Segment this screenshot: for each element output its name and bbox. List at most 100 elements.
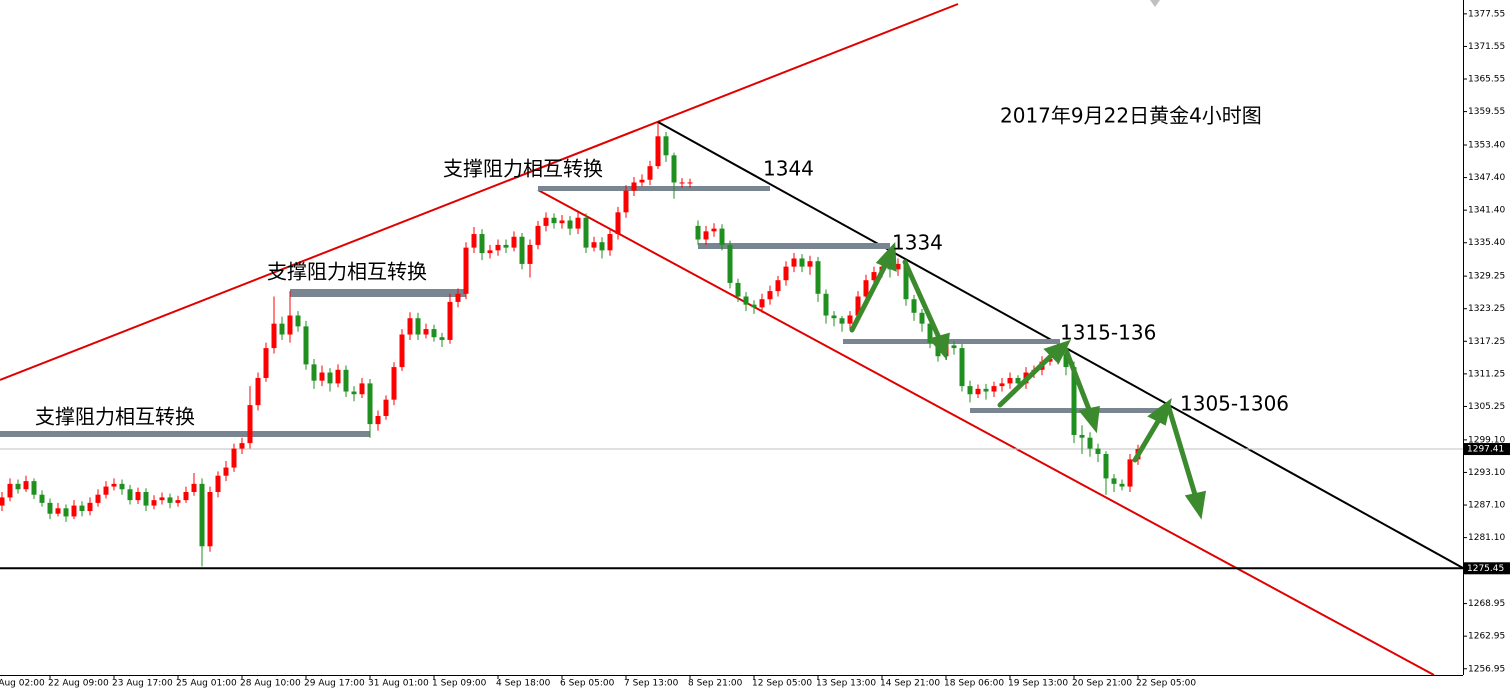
candle-body — [1127, 459, 1133, 487]
candle-body — [423, 329, 429, 335]
candle-body — [711, 228, 717, 232]
candle-body — [759, 299, 765, 308]
x-tick-label: 19 Sep 13:00 — [1008, 679, 1068, 689]
candle-body — [151, 500, 157, 506]
y-tick-label: 1347.40 — [1468, 173, 1505, 183]
candle-body — [103, 486, 109, 495]
candle-body — [655, 136, 661, 167]
candle-body — [1119, 483, 1125, 487]
candle-body — [1063, 353, 1069, 368]
zone — [538, 186, 770, 191]
candle-body — [679, 182, 685, 184]
candle-body — [807, 261, 813, 267]
candle-body — [415, 318, 421, 335]
level-label: 1275.45 — [1467, 564, 1504, 574]
chart-title: 2017年9月22日黄金4小时图 — [1000, 104, 1262, 128]
candle-body — [95, 494, 101, 503]
candle-body — [607, 234, 613, 251]
candle-body — [463, 247, 469, 294]
candle-body — [207, 491, 213, 547]
level-label-box — [1464, 562, 1510, 575]
candle-body — [975, 388, 981, 395]
candle-body — [927, 323, 933, 343]
candle-body — [911, 299, 917, 313]
candle-body — [23, 481, 29, 490]
candle-body — [127, 489, 133, 501]
candle-body — [7, 483, 13, 498]
candle-body — [599, 242, 605, 251]
candle-body — [287, 315, 293, 335]
candle-body — [791, 258, 797, 267]
candle-body — [1071, 367, 1077, 435]
candle-body — [359, 383, 365, 395]
y-tick-label: 1281.10 — [1468, 533, 1505, 543]
candle-body — [1095, 448, 1101, 454]
candle-body — [175, 500, 181, 503]
candle-body — [535, 225, 541, 245]
x-tick-label: 4 Sep 18:00 — [496, 679, 551, 689]
candle-body — [335, 369, 341, 384]
candle-body — [591, 242, 597, 248]
x-tick-label: 25 Aug 01:00 — [176, 679, 237, 689]
candle-body — [551, 217, 557, 224]
x-tick-label: 1 Sep 09:00 — [432, 679, 487, 689]
candle-body — [615, 212, 621, 235]
candle-body — [647, 166, 653, 180]
candle-body — [1079, 434, 1085, 438]
x-tick-label: 28 Aug 10:00 — [240, 679, 301, 689]
candle-body — [31, 481, 37, 495]
candle-body — [839, 318, 845, 324]
zone — [970, 408, 1170, 413]
arrowhead — [928, 332, 950, 360]
annotation: 1305-1306 — [1180, 392, 1289, 416]
current-price-label: 1297.41 — [1467, 445, 1504, 455]
channel-lower — [537, 189, 1435, 675]
y-tick-label: 1305.25 — [1468, 402, 1505, 412]
annotation: 支撑阻力相互转换 — [443, 157, 603, 181]
candle-body — [439, 337, 445, 340]
candle-body — [55, 508, 61, 514]
support-zones — [0, 186, 1170, 437]
y-tick-label: 1335.40 — [1468, 238, 1505, 248]
candle-body — [111, 483, 117, 487]
candle-body — [751, 304, 757, 308]
candle-body — [519, 236, 525, 264]
candle-body — [0, 497, 5, 506]
candle-body — [1007, 377, 1013, 384]
candle-body — [247, 405, 253, 444]
channel-upper — [0, 3, 959, 381]
x-tick-label: 22 Aug 09:00 — [48, 679, 109, 689]
y-tick-label: 1359.55 — [1468, 107, 1505, 117]
candle-body — [727, 244, 733, 283]
candle-body — [455, 293, 461, 302]
candle-body — [63, 508, 69, 517]
candle-body — [343, 369, 349, 392]
y-tick-label: 1341.40 — [1468, 206, 1505, 216]
candle-body — [983, 388, 989, 392]
candle-body — [503, 244, 509, 248]
annotation: 1315-136 — [1060, 321, 1156, 345]
candle-body — [159, 497, 165, 501]
candle-body — [959, 348, 965, 387]
zone — [290, 289, 466, 297]
y-tick-label: 1287.10 — [1468, 501, 1505, 511]
candle-body — [743, 296, 749, 305]
candle-body — [575, 217, 581, 229]
zone — [843, 339, 1060, 344]
x-tick-label: 14 Sep 21:00 — [880, 679, 940, 689]
candle-body — [367, 383, 373, 425]
candle-body — [783, 266, 789, 281]
x-tick-label: 8 Sep 21:00 — [688, 679, 743, 689]
candle-body — [567, 220, 573, 229]
candle-body — [511, 236, 517, 248]
candle-body — [831, 315, 837, 319]
candle-body — [183, 491, 189, 501]
candle-body — [1087, 437, 1093, 449]
candle-body — [559, 220, 565, 224]
candle-body — [895, 263, 901, 270]
candle-body — [295, 315, 301, 327]
candle-body — [223, 467, 229, 476]
annotation: 支撑阻力相互转换 — [35, 405, 195, 429]
